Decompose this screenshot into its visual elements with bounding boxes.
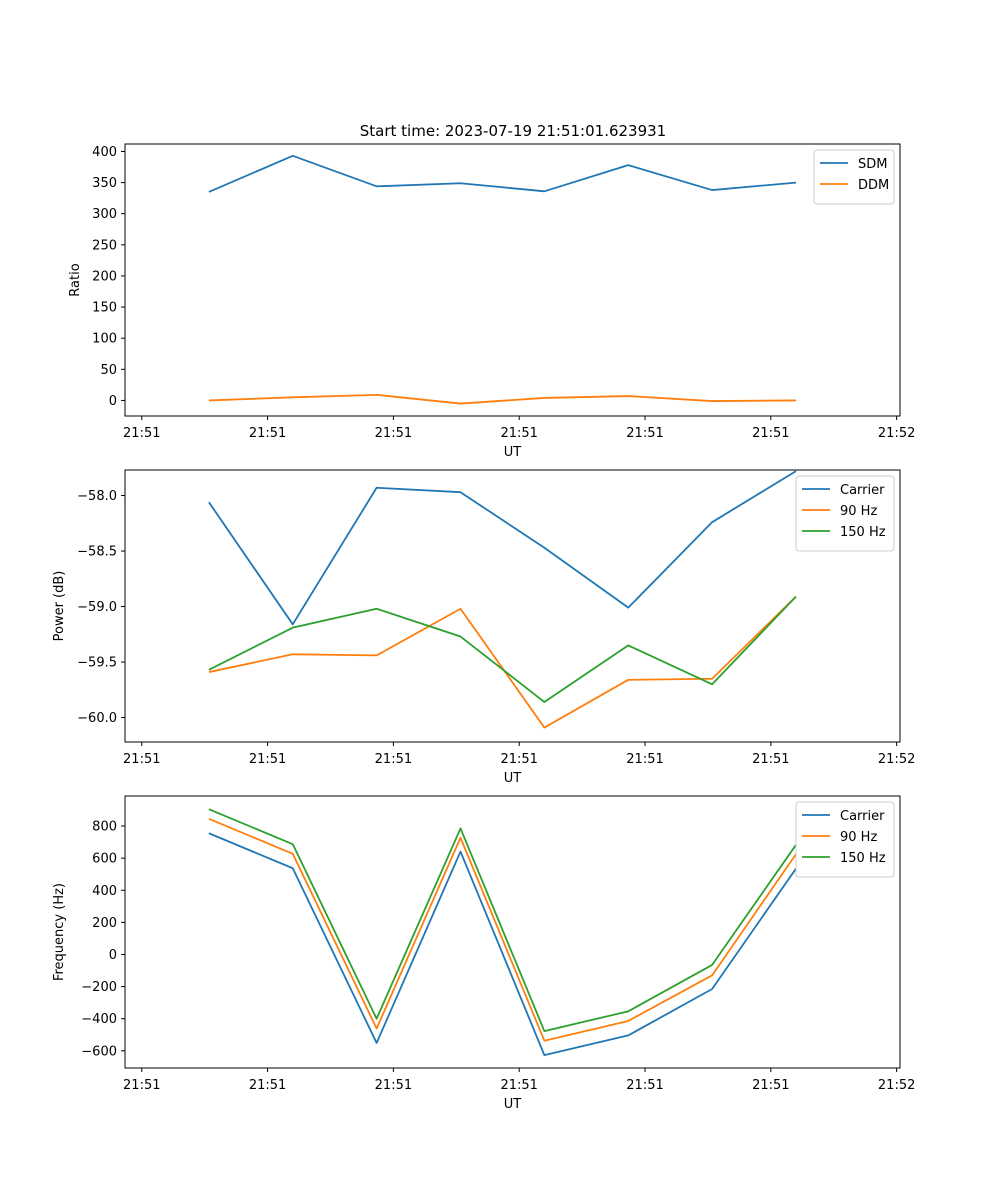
x-tick-label: 21:51 [249,426,286,441]
x-tick-label: 21:51 [249,752,286,767]
y-tick-label: 50 [100,363,117,378]
legend: Carrier 90 Hz 150 Hz [795,475,895,552]
y-tick-label: −200 [81,980,117,995]
legend-label: 150 Hz [840,525,886,540]
x-tick-label: 21:51 [375,426,412,441]
series-line-sdm [208,154,797,193]
x-tick-label: 21:51 [375,1078,412,1093]
y-tick-label: 400 [92,145,117,160]
y-tick-label: −60.0 [77,711,117,726]
axes-frame [124,795,901,1069]
x-tick-label: 21:51 [752,752,789,767]
series-line-ddm [208,393,797,405]
series-line-90-hz [208,817,797,1042]
chart-panel-2: 21:51 21:51 21:51 21:51 21:51 21:51 21:52 −60.0… [52,469,915,786]
legend-box [795,475,895,552]
legend: SDM DDM [813,149,895,205]
y-tick-label: −400 [81,1012,117,1027]
y-tick-label: 200 [92,916,117,931]
y-tick-label: 300 [92,207,117,222]
y-tick-label: 250 [92,238,117,253]
legend-label: Carrier [840,809,885,824]
x-tick-label: 21:51 [500,426,537,441]
x-tick-label: 21:51 [123,426,160,441]
chart-panel-1: 21:51 21:51 21:51 21:51 21:51 21:51 21:52 0 50 10… [68,143,915,460]
chart-panel-3: 21:51 21:51 21:51 21:51 21:51 21:51 21:52 −600 −… [52,795,915,1112]
y-tick-label: −59.5 [77,656,117,671]
x-tick-label: 21:51 [375,752,412,767]
x-tick-label: 21:51 [626,426,663,441]
x-tick-label: 21:51 [123,1078,160,1093]
axes-frame [124,143,901,417]
y-tick-label: 150 [92,301,117,316]
legend-box [795,801,895,878]
y-tick-label: 0 [109,948,117,963]
x-tick-label: 21:51 [123,752,160,767]
chart-panels: 21:51 21:51 21:51 21:51 21:51 21:51 21:52 0 50 10… [52,143,915,1112]
legend-label: 90 Hz [840,830,877,845]
x-tick-label: 21:51 [500,1078,537,1093]
legend-label: SDM [858,157,887,172]
x-axis-label: UT [504,1097,522,1112]
x-axis-label: UT [504,771,522,786]
y-tick-label: 350 [92,176,117,191]
series-line-150-hz [208,595,797,703]
series-line-150-hz [208,808,797,1032]
x-tick-label: 21:51 [500,752,537,767]
y-tick-label: 200 [92,269,117,284]
legend-label: DDM [858,178,889,193]
y-tick-label: −58.0 [77,489,117,504]
x-tick-label: 21:51 [249,1078,286,1093]
x-tick-label: 21:52 [878,1078,915,1093]
legend: Carrier 90 Hz 150 Hz [795,801,895,878]
legend-label: 90 Hz [840,504,877,519]
series-line-carrier [208,470,797,626]
axes-frame [124,469,901,743]
series-line-carrier [208,832,797,1057]
y-axis-label: Frequency (Hz) [52,883,67,981]
x-tick-label: 21:51 [752,426,789,441]
x-tick-label: 21:51 [752,1078,789,1093]
y-tick-label: 0 [109,394,117,409]
x-axis-label: UT [504,445,522,460]
legend-label: Carrier [840,483,885,498]
y-tick-label: 800 [92,820,117,835]
legend-label: 150 Hz [840,851,886,866]
x-tick-label: 21:52 [878,426,915,441]
chart-title: Start time: 2023-07-19 21:51:01.623931 [360,122,666,140]
y-tick-label: 400 [92,884,117,899]
y-tick-label: −59.0 [77,600,117,615]
y-axis-label: Ratio [68,263,83,296]
x-tick-label: 21:51 [626,1078,663,1093]
x-tick-label: 21:51 [626,752,663,767]
y-tick-label: 100 [92,332,117,347]
y-axis-label: Power (dB) [52,571,67,642]
y-tick-label: 600 [92,852,117,867]
y-tick-label: −58.5 [77,545,117,560]
y-tick-label: −600 [81,1044,117,1059]
x-tick-label: 21:52 [878,752,915,767]
